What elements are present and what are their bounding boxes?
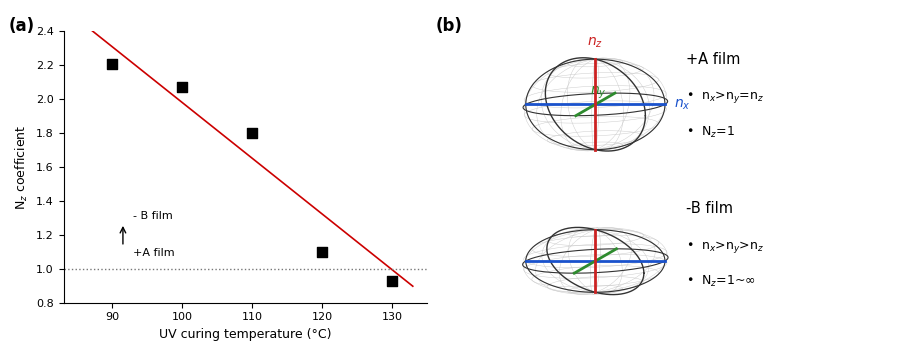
Text: •  n$_x$>n$_y$=n$_z$: • n$_x$>n$_y$=n$_z$ bbox=[686, 89, 764, 105]
Text: •  N$_z$=1~∞: • N$_z$=1~∞ bbox=[686, 274, 755, 290]
Text: $n_z$: $n_z$ bbox=[587, 36, 604, 50]
X-axis label: UV curing temperature (°C): UV curing temperature (°C) bbox=[159, 328, 331, 341]
Point bbox=[385, 278, 400, 284]
Point bbox=[315, 249, 330, 255]
Text: +A film: +A film bbox=[686, 52, 740, 67]
Text: - B film: - B film bbox=[133, 211, 173, 221]
Text: -B film: -B film bbox=[686, 201, 733, 216]
Y-axis label: N$_z$ coefficient: N$_z$ coefficient bbox=[15, 124, 30, 210]
Text: $n_x$: $n_x$ bbox=[674, 97, 690, 112]
Text: (a): (a) bbox=[9, 17, 35, 35]
Text: $n_y$: $n_y$ bbox=[589, 85, 607, 101]
Point bbox=[105, 61, 120, 66]
Text: (b): (b) bbox=[436, 17, 463, 35]
Text: +A film: +A film bbox=[133, 248, 175, 259]
Text: •  N$_z$=1: • N$_z$=1 bbox=[686, 125, 735, 140]
Point bbox=[175, 85, 190, 90]
Text: •  n$_x$>n$_y$>n$_z$: • n$_x$>n$_y$>n$_z$ bbox=[686, 239, 764, 255]
Point bbox=[245, 130, 260, 136]
